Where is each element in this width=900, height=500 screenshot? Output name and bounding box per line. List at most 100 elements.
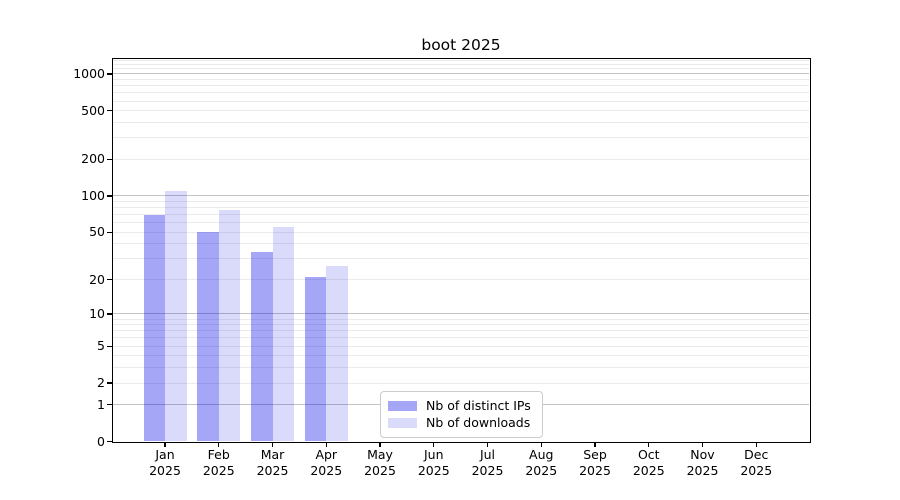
y-tick-label: 2	[97, 375, 105, 391]
x-tick-month: Jul	[479, 447, 496, 462]
x-tick-year: 2025	[740, 463, 773, 478]
minor-gridline	[113, 324, 809, 326]
x-tick-label: Sep 2025	[565, 447, 625, 479]
y-tick-mark	[107, 313, 112, 315]
minor-gridline	[113, 243, 809, 245]
y-tick-mark	[107, 440, 112, 443]
x-tick-year: 2025	[364, 463, 396, 478]
bar-downloads-jan	[165, 190, 187, 442]
x-tick-mark	[325, 441, 327, 447]
minor-gridline	[113, 68, 809, 70]
y-tick-label: 0	[97, 433, 105, 449]
x-tick-mark	[433, 441, 435, 447]
minor-gridline	[113, 110, 809, 112]
x-tick-year: 2025	[417, 463, 450, 478]
x-tick-year: 2025	[471, 463, 504, 478]
x-tick-month: Jan	[155, 447, 175, 462]
x-tick-month: Mar	[260, 447, 285, 462]
minor-gridline	[113, 345, 809, 347]
y-tick-label: 20	[89, 271, 105, 287]
bar-distinct-ips-apr	[304, 277, 327, 442]
minor-gridline	[113, 214, 809, 216]
y-tick-mark	[107, 158, 112, 160]
y-tick-label: 1	[97, 396, 105, 412]
y-tick-mark	[107, 231, 112, 233]
x-tick-month: Oct	[637, 447, 660, 462]
y-tick-label: 5	[97, 338, 105, 354]
minor-gridline	[113, 201, 809, 203]
y-tick-mark	[107, 110, 112, 112]
x-tick-year: 2025	[579, 463, 611, 478]
minor-gridline	[113, 137, 809, 139]
x-tick-label: Oct 2025	[619, 447, 679, 479]
bar-distinct-ips-jan	[143, 214, 165, 442]
y-tick-mark	[107, 195, 112, 197]
x-tick-year: 2025	[310, 463, 343, 478]
y-tick-mark	[107, 278, 112, 281]
x-tick-label: Jul 2025	[458, 447, 518, 479]
x-tick-year: 2025	[632, 463, 665, 478]
bar-downloads-feb	[218, 209, 241, 442]
minor-gridline	[113, 85, 809, 87]
x-tick-label: Jan 2025	[135, 447, 195, 479]
x-tick-month: Nov	[690, 447, 715, 462]
minor-gridline	[113, 59, 809, 61]
x-tick-year: 2025	[202, 463, 235, 478]
x-tick-mark	[701, 441, 704, 447]
minor-gridline	[113, 258, 809, 260]
x-tick-month: Apr	[315, 447, 338, 462]
minor-gridline	[113, 222, 809, 224]
legend-row-distinct-ips: Nb of distinct IPs	[388, 398, 535, 415]
x-tick-mark	[164, 441, 166, 447]
minor-gridline	[113, 92, 809, 94]
x-tick-year: 2025	[149, 463, 181, 478]
x-tick-mark	[379, 441, 381, 447]
legend-label-distinct-ips: Nb of distinct IPs	[426, 398, 531, 413]
x-tick-mark	[540, 441, 542, 447]
x-tick-label: Aug 2025	[511, 447, 571, 479]
minor-gridline	[113, 355, 809, 357]
minor-gridline	[113, 158, 809, 160]
y-tick-mark	[107, 345, 112, 347]
y-tick-label: 200	[81, 151, 105, 167]
x-tick-label: Mar 2025	[243, 447, 303, 479]
y-tick-label: 10	[89, 305, 105, 321]
x-tick-label: Feb 2025	[189, 447, 249, 479]
x-tick-month: Feb	[207, 447, 230, 462]
y-tick-label: 1000	[73, 65, 105, 81]
bar-downloads-mar	[272, 227, 294, 442]
minor-gridline	[113, 63, 809, 65]
x-tick-label: Dec 2025	[726, 447, 786, 479]
y-tick-mark	[107, 73, 112, 75]
minor-gridline	[113, 330, 809, 332]
chart-title: boot 2025	[421, 36, 501, 54]
x-tick-month: Sep	[583, 447, 607, 462]
bar-downloads-apr	[326, 266, 348, 442]
y-tick-mark	[107, 382, 112, 384]
x-tick-mark	[755, 441, 757, 447]
minor-gridline	[113, 318, 809, 320]
x-tick-mark	[218, 441, 220, 447]
y-tick-label: 500	[81, 102, 105, 118]
y-tick-label: 100	[81, 187, 105, 203]
y-tick-label: 50	[89, 224, 105, 240]
x-tick-year: 2025	[686, 463, 719, 478]
minor-gridline	[113, 231, 809, 233]
y-tick-mark	[107, 404, 112, 406]
minor-gridline	[113, 100, 809, 102]
legend: Nb of distinct IPs Nb of downloads	[380, 391, 543, 438]
legend-swatch-downloads-icon	[388, 418, 417, 428]
x-tick-month: Aug	[529, 447, 554, 462]
x-tick-label: Apr 2025	[296, 447, 356, 479]
minor-gridline	[113, 279, 809, 281]
x-tick-mark	[486, 441, 489, 447]
bar-distinct-ips-mar	[251, 252, 273, 442]
minor-gridline	[113, 367, 809, 369]
x-tick-month: May	[367, 447, 393, 462]
legend-row-downloads: Nb of downloads	[388, 415, 535, 432]
bar-distinct-ips-feb	[197, 232, 219, 442]
x-tick-mark	[594, 441, 596, 447]
minor-gridline	[113, 79, 809, 81]
major-gridline	[113, 313, 809, 315]
